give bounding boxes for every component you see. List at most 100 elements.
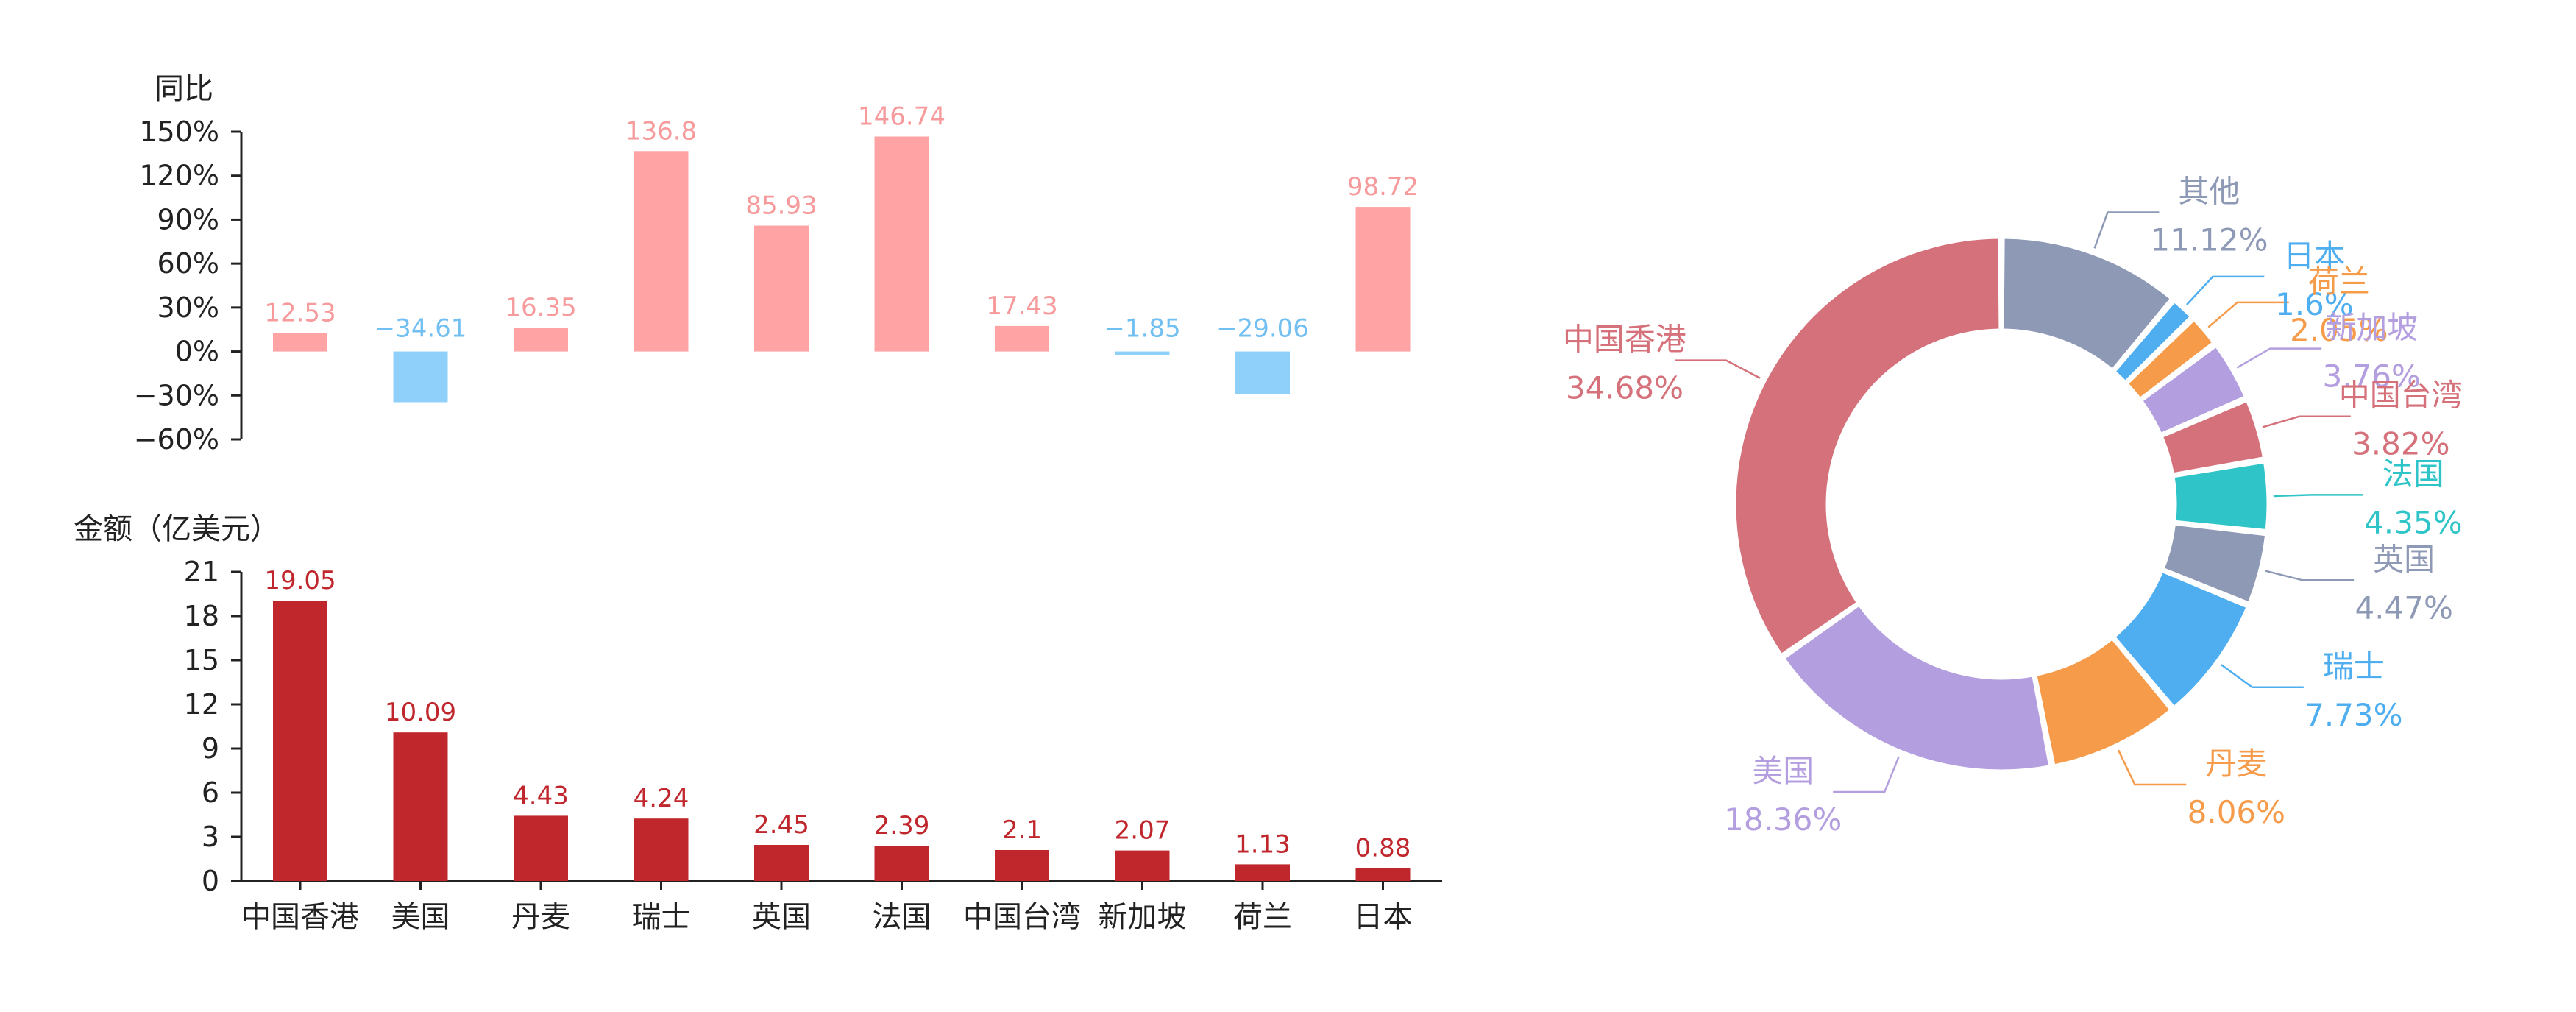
yoy-bar bbox=[995, 325, 1049, 352]
yoy-value-label: −29.06 bbox=[1216, 314, 1309, 344]
donut-slice-name: 中国台湾 bbox=[2339, 378, 2463, 414]
amount-bar bbox=[874, 846, 929, 881]
donut-leader-line bbox=[2265, 570, 2355, 581]
amount-bar bbox=[393, 732, 448, 881]
category-label: 荷兰 bbox=[1233, 900, 1292, 934]
amount-axis-title: 金额（亿美元） bbox=[74, 512, 280, 546]
donut-slice-percent: 7.73% bbox=[2304, 697, 2402, 733]
yoy-tick-label: 30% bbox=[157, 291, 219, 324]
donut-slice-percent: 8.06% bbox=[2188, 794, 2285, 830]
donut-slice-name: 英国 bbox=[2373, 541, 2435, 577]
yoy-value-label: 136.8 bbox=[625, 116, 697, 146]
donut-leader-line bbox=[2117, 749, 2187, 786]
amount-tick-label: 15 bbox=[184, 644, 219, 676]
donut-slice-percent: 2.05% bbox=[2290, 312, 2388, 348]
donut-slice-name: 丹麦 bbox=[2205, 746, 2267, 782]
amount-value-label: 2.1 bbox=[1002, 815, 1042, 845]
yoy-tick-label: 0% bbox=[175, 336, 219, 368]
donut-slices bbox=[1734, 236, 2269, 772]
donut-slice-name: 美国 bbox=[1752, 753, 1814, 789]
yoy-y-axis: −60% −30% 0% 30% 60% 90% 120% 150% bbox=[134, 116, 243, 456]
donut-slice-percent: 1.6% bbox=[2275, 286, 2354, 322]
donut-leader-line bbox=[2093, 211, 2160, 249]
yoy-tick-label: −30% bbox=[134, 379, 219, 411]
donut-leader-line bbox=[2262, 415, 2351, 428]
donut-slice-name: 日本 bbox=[2283, 238, 2345, 274]
category-label: 中国台湾 bbox=[963, 900, 1081, 934]
yoy-tick-label: 60% bbox=[157, 247, 219, 280]
donut-leader-lines bbox=[1674, 211, 2363, 793]
donut-slice-name: 法国 bbox=[2382, 456, 2444, 492]
amount-value-label: 19.05 bbox=[264, 566, 336, 595]
donut-labels: 其他 11.12% 日本 1.6%荷兰 2.05%新加坡 3.76%中国台湾 3.82%法国… bbox=[1563, 173, 2463, 837]
yoy-value-label: −34.61 bbox=[375, 314, 467, 344]
category-labels: 中国香港 美国 丹麦 瑞士 英国 法国 中国台湾 新加坡 荷兰 日本 bbox=[241, 900, 1413, 934]
amount-value-label: 2.45 bbox=[753, 810, 809, 840]
category-label: 英国 bbox=[752, 900, 811, 934]
amount-value-label: 4.43 bbox=[513, 781, 569, 810]
donut-slice-name: 中国香港 bbox=[1563, 322, 1686, 358]
amount-value-label: 1.13 bbox=[1235, 829, 1291, 859]
yoy-value-label: 17.43 bbox=[986, 291, 1057, 321]
yoy-value-label: 98.72 bbox=[1347, 172, 1419, 202]
amount-tick-label: 3 bbox=[202, 821, 219, 853]
donut-slice bbox=[2172, 461, 2269, 532]
donut-slice-name: 新加坡 bbox=[2325, 310, 2418, 346]
donut-slice bbox=[2001, 236, 2173, 372]
donut-leader-line bbox=[2273, 494, 2363, 498]
yoy-bar bbox=[874, 136, 929, 352]
amount-value-label: 10.09 bbox=[385, 698, 456, 727]
amount-tick-label: 0 bbox=[202, 865, 219, 897]
amount-bar bbox=[273, 601, 327, 881]
donut-leader-line bbox=[2221, 664, 2304, 689]
amount-bar bbox=[1355, 868, 1411, 881]
donut-slice-percent: 34.68% bbox=[1566, 370, 1683, 406]
donut-leader-line bbox=[1674, 359, 1761, 379]
yoy-bar bbox=[1115, 351, 1170, 355]
donut-slice bbox=[2126, 318, 2215, 400]
donut-slice-percent: 11.12% bbox=[2150, 222, 2268, 258]
yoy-bars bbox=[273, 136, 1411, 403]
donut-slice bbox=[1734, 236, 2001, 657]
amount-bar-chart: 金额（亿美元） 0 3 6 9 12 15 18 21 19.05 10.09 4.43 4.24 2… bbox=[74, 512, 1442, 934]
donut-slice bbox=[2112, 570, 2249, 709]
amount-tick-label: 9 bbox=[202, 732, 219, 765]
share-donut-chart: 其他 11.12% 日本 1.6%荷兰 2.05%新加坡 3.76%中国台湾 3.82%法国… bbox=[1563, 173, 2463, 837]
category-label: 丹麦 bbox=[511, 900, 570, 934]
category-label: 美国 bbox=[391, 900, 450, 934]
amount-bar bbox=[754, 845, 809, 881]
yoy-value-label: 12.53 bbox=[264, 299, 336, 328]
donut-slice bbox=[2160, 399, 2265, 475]
yoy-tick-label: 90% bbox=[157, 203, 219, 236]
amount-value-labels: 19.05 10.09 4.43 4.24 2.45 2.39 2.1 2.07 1.13 0.8… bbox=[264, 566, 1411, 863]
yoy-tick-label: 120% bbox=[139, 160, 219, 192]
category-label: 日本 bbox=[1354, 900, 1413, 934]
donut-slice bbox=[1782, 604, 2051, 772]
amount-value-label: 0.88 bbox=[1355, 833, 1411, 863]
amount-bar bbox=[995, 850, 1049, 881]
yoy-bar bbox=[514, 328, 568, 352]
donut-slice bbox=[2034, 637, 2173, 767]
amount-tick-label: 21 bbox=[184, 556, 219, 588]
category-label: 中国香港 bbox=[241, 900, 359, 934]
amount-value-label: 2.39 bbox=[874, 811, 930, 841]
amount-bars bbox=[273, 601, 1411, 881]
amount-value-label: 2.07 bbox=[1115, 816, 1171, 846]
donut-slice-name: 瑞士 bbox=[2323, 648, 2385, 684]
yoy-value-label: 85.93 bbox=[745, 191, 817, 221]
donut-slice-percent: 18.36% bbox=[1724, 802, 1842, 838]
category-label: 法国 bbox=[873, 900, 932, 934]
yoy-tick-label: 150% bbox=[139, 116, 219, 148]
donut-leader-line bbox=[2236, 347, 2322, 369]
category-label: 新加坡 bbox=[1099, 900, 1187, 934]
donut-leader-line bbox=[1833, 756, 1900, 793]
yoy-bar bbox=[393, 351, 448, 403]
amount-value-label: 4.24 bbox=[634, 784, 689, 813]
yoy-value-label: 146.74 bbox=[858, 102, 945, 131]
yoy-value-labels: 12.53 −34.61 16.35 136.8 85.93 146.74 17.43 −1.… bbox=[264, 102, 1419, 343]
amount-bar bbox=[1235, 864, 1290, 881]
donut-leader-line bbox=[2207, 301, 2289, 328]
amount-tick-label: 6 bbox=[202, 776, 219, 809]
donut-slice-percent: 3.82% bbox=[2352, 426, 2449, 462]
